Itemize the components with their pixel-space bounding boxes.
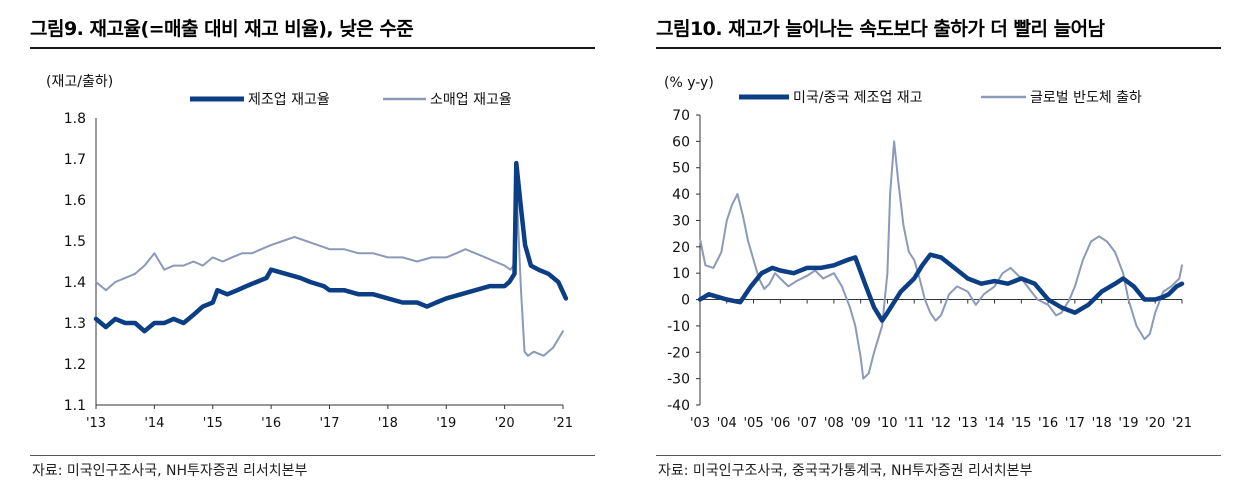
x-tick-label: '05 [743,416,763,431]
series-line-primary [93,160,569,334]
x-tick-label: '09 [851,416,871,431]
x-tick-label: '19 [436,416,456,431]
chart-panel-inventory-vs-shipments: 그림10. 재고가 늘어나는 속도보다 출하가 더 빨리 늘어남 (% y-y)… [626,0,1246,499]
y-axis-label: (재고/출하) [46,74,113,90]
y-tick-label: -30 [667,372,690,388]
y-tick-label: 70 [672,108,690,124]
x-tick-label: '14 [144,416,164,431]
y-tick-label: 20 [672,240,690,256]
x-tick-label: '07 [797,416,817,431]
x-tick-label: '15 [203,416,223,431]
x-tick-label: '18 [378,416,398,431]
source-divider [30,455,595,456]
y-tick-label: 1.5 [64,234,86,250]
legend-label: 제조업 재고율 [248,92,330,108]
line-chart-yoy-growth: (% y-y) 70 60 50 40 30 20 10 0 -10 -20 -30 -40'03 '04… [664,75,1192,431]
x-tick-label: '06 [770,416,790,431]
chart-panel-inventory-ratio: 그림9. 재고율(=매출 대비 재고 비율), 낮은 수준 (재고/출하) 1.8… [0,0,620,499]
y-tick-label: 50 [672,161,690,177]
x-tick-label: '17 [1065,416,1085,431]
y-axis-label: (% y-y) [664,75,714,91]
chart-title: 그림9. 재고율(=매출 대비 재고 비율), 낮은 수준 [30,18,414,40]
x-tick-label: '20 [495,416,515,431]
y-tick-label: 1.6 [64,193,86,209]
x-tick-label: '19 [1118,416,1138,431]
y-tick-label: 10 [672,266,690,282]
x-tick-label: '13 [958,416,978,431]
y-tick-label: -40 [667,398,690,414]
chart-title: 그림10. 재고가 늘어나는 속도보다 출하가 더 빨리 늘어남 [656,18,1105,40]
legend-label: 글로벌 반도체 출하 [1030,90,1142,106]
y-tick-label: -20 [667,345,690,361]
x-tick-label: '21 [553,416,573,431]
x-tick-label: '16 [261,416,281,431]
y-tick-label: 1.8 [64,111,86,127]
y-tick-label: 1.7 [64,152,86,168]
x-tick-label: '17 [319,416,339,431]
x-tick-label: '16 [1038,416,1058,431]
x-tick-label: '21 [1172,416,1192,431]
series-line-secondary [699,140,1183,380]
y-tick-label: 30 [672,213,690,229]
legend-label: 미국/중국 제조업 재고 [793,90,923,106]
x-tick-label: '11 [904,416,924,431]
y-tick-label: -10 [667,319,690,335]
x-tick-label: '08 [824,416,844,431]
x-tick-label: '03 [690,416,710,431]
title-divider [30,47,595,49]
source-note: 자료: 미국인구조사국, 중국국가통계국, NH투자증권 리서치본부 [658,463,1033,479]
y-tick-label: 1.3 [64,316,86,332]
y-tick-label: 1.4 [64,275,86,291]
series-line-secondary [95,182,564,357]
series-line-primary [697,252,1185,323]
x-tick-label: '18 [1092,416,1112,431]
y-tick-label: 1.2 [64,357,86,373]
source-divider [656,455,1221,456]
legend-label: 소매업 재고율 [430,92,512,108]
y-tick-label: 60 [672,134,690,150]
x-tick-label: '10 [877,416,897,431]
x-tick-label: '15 [1011,416,1031,431]
x-tick-label: '20 [1145,416,1165,431]
title-divider [656,47,1221,49]
y-tick-label: 40 [672,187,690,203]
x-tick-label: '04 [717,416,737,431]
x-tick-label: '12 [931,416,951,431]
source-note: 자료: 미국인구조사국, NH투자증권 리서치본부 [32,463,308,479]
line-chart-inventory-ratio: (재고/출하) 1.8 1.7 1.6 1.5 1.4 1.3 1.2 1.1'13 '14 '15… [46,74,573,431]
y-tick-label: 0 [681,293,690,309]
x-tick-label: '13 [86,416,106,431]
x-tick-label: '14 [984,416,1004,431]
y-tick-label: 1.1 [64,398,86,414]
